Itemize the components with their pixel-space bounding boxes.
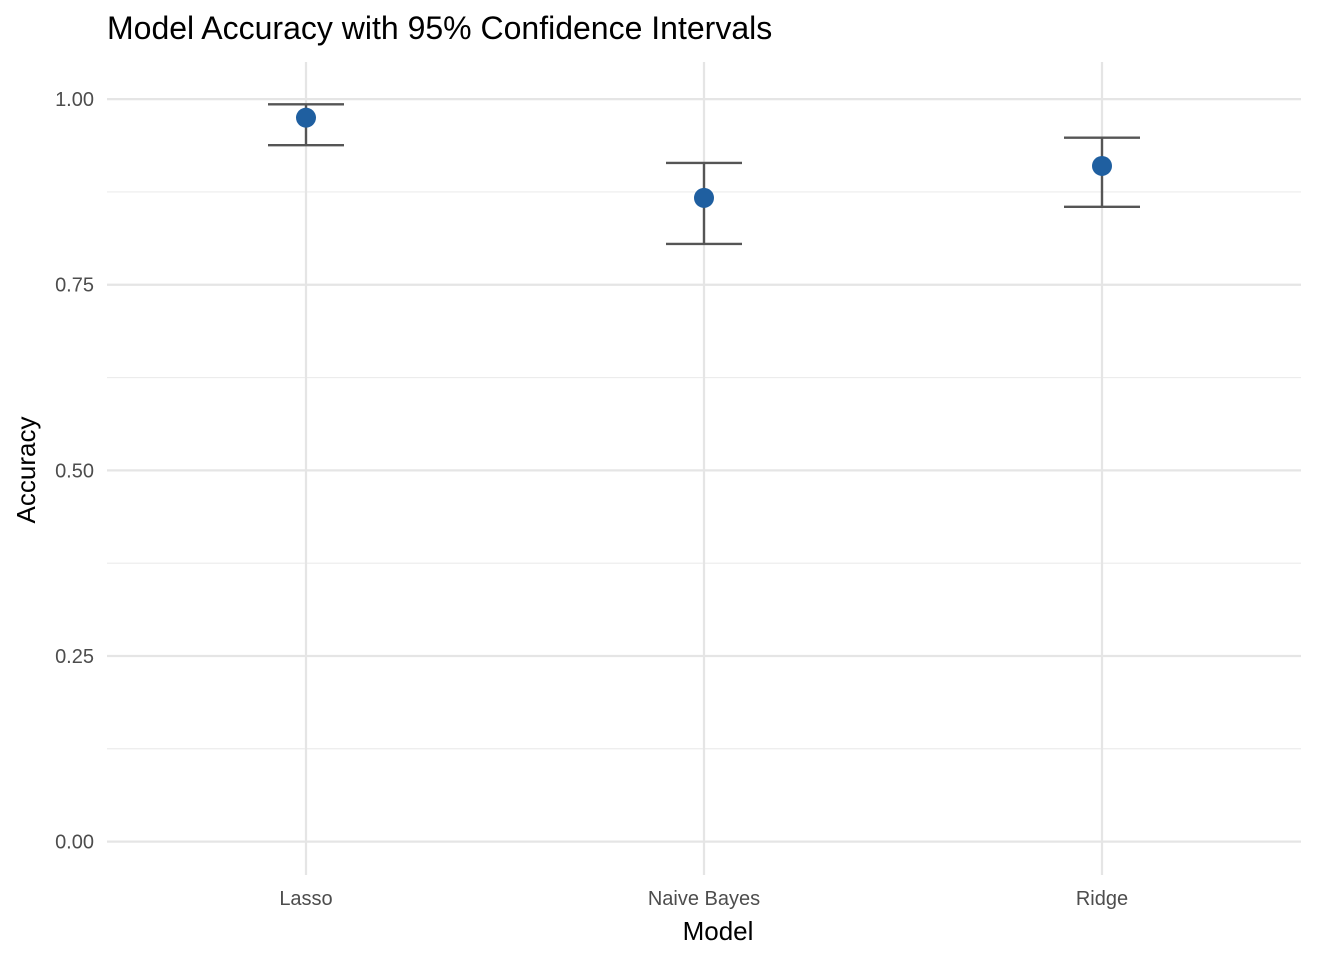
y-tick-label: 0.00 (55, 832, 94, 854)
data-point (1092, 155, 1112, 176)
data-point (296, 107, 316, 128)
x-axis-title: Model (683, 916, 754, 946)
y-tick-label: 0.75 (55, 275, 94, 297)
y-tick-label: 0.50 (55, 460, 94, 482)
y-tick-label: 1.00 (55, 89, 94, 111)
data-point (694, 187, 714, 208)
x-tick-label: Ridge (1076, 888, 1128, 910)
chart-title: Model Accuracy with 95% Confidence Inter… (107, 10, 772, 46)
x-tick-label: Lasso (279, 888, 332, 910)
x-tick-label: Naive Bayes (648, 888, 760, 910)
y-axis-title: Accuracy (11, 417, 41, 524)
y-tick-label: 0.25 (55, 646, 94, 668)
data-points (296, 107, 1112, 208)
tick-labels: 0.00 0.25 0.50 0.75 1.00 Lasso Naive Bayes Ridg… (55, 89, 1128, 910)
